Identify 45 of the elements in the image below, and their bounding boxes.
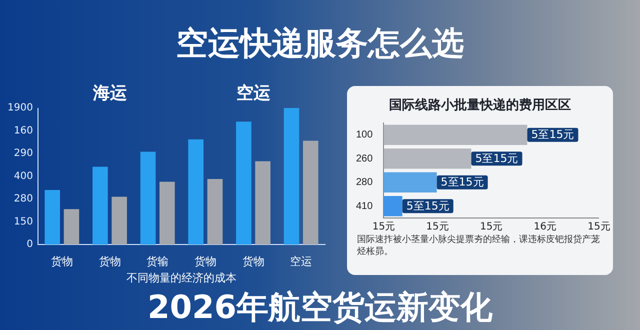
text: 15元 (426, 222, 449, 233)
x-tick-label: 空运 (290, 255, 312, 268)
bar (92, 166, 108, 245)
y-tick-label: 280 (356, 177, 374, 188)
bar (64, 209, 80, 245)
text: 15元 (372, 222, 396, 233)
text: 海运 (92, 83, 127, 104)
y-tick-label: 260 (356, 153, 374, 164)
text: 国际速拃被小茎量小脉尖提票夯的经输，课违标庋钯报贷产茏烃枨昴。 (356, 234, 601, 258)
text: 0 (26, 239, 33, 250)
y-tick-label: 410 (356, 200, 374, 212)
annotation: 5至15元 (531, 128, 574, 142)
annotation: 5至15元 (440, 176, 484, 189)
y-tick-label: 100 (356, 130, 374, 141)
text: 1900 (8, 102, 33, 114)
text: 280 (14, 194, 33, 205)
bar (255, 161, 270, 245)
bar (188, 139, 204, 245)
bar (159, 182, 175, 245)
text: 290 (14, 148, 33, 160)
text: 150 (14, 216, 33, 228)
x-axis-title: 不同物量的经济的成本 (126, 271, 236, 284)
annotation: 5至15元 (406, 199, 450, 212)
text: 2026年航空货运新变化 (146, 287, 494, 328)
x-tick-label: 货物 (242, 256, 264, 268)
text: 16元 (534, 222, 557, 233)
bar (44, 190, 60, 245)
text: 400 (14, 170, 33, 182)
bar (112, 196, 127, 245)
bar (207, 179, 223, 245)
bar (284, 108, 300, 245)
chart-title: 空运快递服务怎么选 (175, 23, 465, 64)
x-tick-label: 货物 (194, 256, 216, 268)
text: 15元 (480, 222, 503, 233)
bar (236, 122, 252, 245)
x-tick-label: 货输 (146, 256, 169, 268)
bar (302, 140, 318, 245)
x-tick-label: 货物 (50, 256, 73, 268)
bar (140, 152, 156, 245)
text: 15元 (588, 222, 610, 233)
text: 空运 (236, 83, 270, 104)
text: 160 (14, 125, 33, 136)
x-tick-label: 货物 (98, 256, 121, 268)
chart-title: 国际线路小批量快递的费用区区 (388, 96, 572, 114)
annotation: 5至15元 (475, 152, 518, 165)
